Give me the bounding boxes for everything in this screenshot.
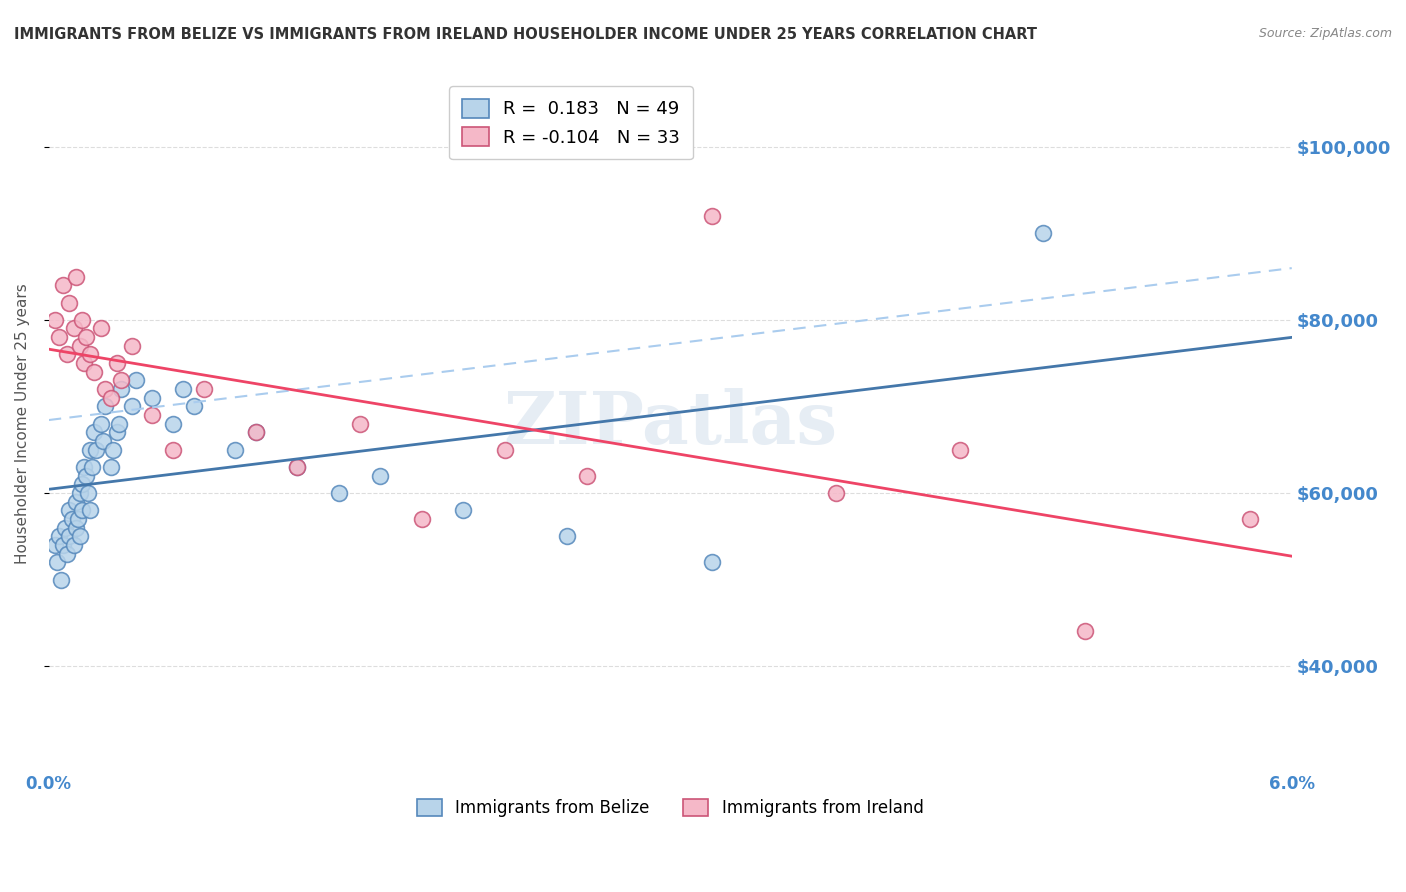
Point [46, 555, 69, 569]
Point [555, 529, 578, 543]
Point [193, 382, 215, 396]
Point [62, 321, 84, 335]
Point [368, 468, 391, 483]
Point [70, 477, 93, 491]
Point [576, 468, 599, 483]
Point [141, 391, 163, 405]
Point [69, 486, 91, 500]
Point [91, 434, 114, 448]
Point [121, 400, 143, 414]
Point [1239, 512, 1261, 526]
Point [105, 356, 128, 370]
Point [66, 512, 89, 526]
Point [79, 347, 101, 361]
Point [141, 408, 163, 422]
Point [101, 442, 124, 457]
Point [44, 313, 66, 327]
Point [65, 494, 87, 508]
Point [56, 547, 79, 561]
Point [245, 425, 267, 440]
Point [75, 468, 97, 483]
Point [110, 382, 132, 396]
Point [825, 486, 848, 500]
Point [1032, 227, 1054, 241]
Point [1073, 624, 1095, 639]
Point [108, 417, 131, 431]
Point [411, 512, 433, 526]
Point [48, 330, 70, 344]
Point [70, 313, 93, 327]
Point [56, 347, 79, 361]
Point [285, 460, 308, 475]
Point [86, 442, 108, 457]
Point [451, 503, 474, 517]
Point [949, 442, 972, 457]
Point [328, 486, 350, 500]
Point [349, 417, 371, 431]
Point [90, 321, 112, 335]
Point [100, 391, 122, 405]
Point [183, 400, 205, 414]
Point [93, 382, 115, 396]
Point [75, 330, 97, 344]
Text: IMMIGRANTS FROM BELIZE VS IMMIGRANTS FROM IRELAND HOUSEHOLDER INCOME UNDER 25 YE: IMMIGRANTS FROM BELIZE VS IMMIGRANTS FRO… [14, 27, 1038, 42]
Text: ZIPatlas: ZIPatlas [503, 388, 838, 459]
Point [700, 555, 723, 569]
Point [172, 382, 194, 396]
Point [69, 529, 91, 543]
Point [51, 573, 73, 587]
Point [58, 529, 80, 543]
Point [83, 425, 105, 440]
Point [93, 400, 115, 414]
Point [65, 520, 87, 534]
Text: Source: ZipAtlas.com: Source: ZipAtlas.com [1258, 27, 1392, 40]
Point [90, 417, 112, 431]
Point [494, 442, 516, 457]
Y-axis label: Householder Income Under 25 years: Householder Income Under 25 years [15, 284, 30, 564]
Point [245, 425, 267, 440]
Point [58, 295, 80, 310]
Point [125, 373, 148, 387]
Point [48, 529, 70, 543]
Point [105, 425, 128, 440]
Point [62, 538, 84, 552]
Point [70, 503, 93, 517]
Point [77, 486, 100, 500]
Point [162, 417, 184, 431]
Point [162, 442, 184, 457]
Point [121, 339, 143, 353]
Point [44, 538, 66, 552]
Point [65, 269, 87, 284]
Point [224, 442, 246, 457]
Point [79, 442, 101, 457]
Point [52, 538, 75, 552]
Point [52, 278, 75, 293]
Point [53, 520, 76, 534]
Point [700, 209, 723, 223]
Point [285, 460, 308, 475]
Point [73, 460, 96, 475]
Point [100, 460, 122, 475]
Point [58, 503, 80, 517]
Point [73, 356, 96, 370]
Point [79, 503, 101, 517]
Point [83, 365, 105, 379]
Point [110, 373, 132, 387]
Legend: Immigrants from Belize, Immigrants from Ireland: Immigrants from Belize, Immigrants from … [411, 792, 929, 824]
Point [69, 339, 91, 353]
Point [60, 512, 83, 526]
Point [82, 460, 104, 475]
